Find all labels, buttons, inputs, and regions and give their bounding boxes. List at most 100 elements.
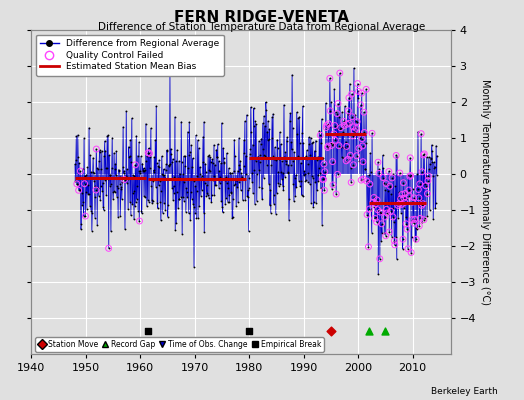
Point [245, 327, 254, 334]
Point [420, 216, 428, 223]
Point [308, 140, 316, 146]
Point [330, 131, 338, 137]
Point [357, 90, 366, 96]
Point [267, 210, 275, 216]
Point [399, 236, 407, 242]
Point [331, 122, 339, 129]
Point [195, 176, 203, 182]
Point [101, 147, 110, 154]
Point [236, 158, 245, 164]
Point [212, 146, 221, 153]
Point [180, 198, 188, 204]
Point [356, 134, 364, 141]
Point [253, 171, 261, 177]
Point [402, 221, 410, 227]
Point [168, 159, 176, 165]
Point [350, 162, 358, 168]
Point [275, 183, 283, 190]
Point [355, 145, 363, 152]
Point [429, 216, 438, 222]
Point [168, 156, 177, 162]
Point [102, 165, 110, 171]
Point [148, 200, 156, 207]
Point [374, 159, 382, 165]
Point [215, 168, 224, 174]
Point [160, 200, 168, 206]
Point [310, 198, 318, 205]
Point [375, 166, 384, 172]
Point [343, 121, 351, 128]
Point [270, 200, 278, 207]
Point [349, 124, 357, 130]
Point [230, 182, 238, 188]
Point [286, 118, 294, 124]
Point [294, 152, 303, 159]
Point [258, 120, 267, 126]
Point [74, 187, 83, 194]
Point [151, 137, 160, 143]
Point [293, 131, 301, 137]
Point [412, 226, 421, 232]
Point [423, 190, 432, 197]
Point [340, 118, 348, 125]
Point [396, 170, 404, 176]
Point [264, 181, 272, 187]
Point [307, 200, 315, 206]
Point [418, 202, 426, 208]
Point [419, 152, 428, 158]
Point [84, 191, 93, 197]
Point [410, 220, 419, 226]
Point [194, 215, 202, 221]
Point [341, 103, 349, 110]
Point [380, 180, 388, 186]
Point [336, 70, 344, 76]
Point [283, 134, 291, 140]
Point [389, 214, 397, 220]
Point [194, 145, 203, 151]
Point [252, 121, 260, 128]
Point [347, 91, 356, 97]
Point [134, 168, 143, 175]
Point [155, 182, 163, 189]
Point [311, 179, 320, 186]
Point [185, 119, 194, 125]
Point [300, 172, 308, 178]
Point [144, 327, 152, 334]
Point [273, 136, 281, 143]
Point [413, 225, 422, 232]
Point [249, 190, 257, 197]
Point [406, 173, 414, 180]
Point [333, 171, 342, 178]
Point [154, 205, 162, 212]
Point [311, 148, 319, 154]
Point [404, 246, 412, 252]
Point [254, 154, 262, 161]
Point [431, 164, 439, 170]
Point [179, 171, 187, 178]
Point [395, 201, 403, 207]
Point [126, 199, 134, 205]
Point [291, 175, 299, 182]
Point [158, 153, 166, 160]
Point [263, 161, 271, 168]
Point [336, 70, 344, 76]
Point [170, 174, 179, 180]
Point [199, 210, 208, 216]
Point [295, 114, 303, 120]
Point [344, 108, 353, 114]
Point [144, 197, 152, 204]
Point [249, 105, 258, 112]
Point [160, 172, 169, 178]
Point [117, 186, 125, 192]
Point [185, 152, 193, 158]
Point [94, 193, 103, 199]
Point [80, 180, 89, 187]
Point [133, 196, 141, 202]
Point [72, 157, 80, 163]
Point [212, 182, 220, 188]
Point [211, 182, 220, 188]
Point [385, 229, 394, 235]
Point [332, 191, 341, 197]
Point [286, 110, 294, 116]
Point [75, 160, 83, 166]
